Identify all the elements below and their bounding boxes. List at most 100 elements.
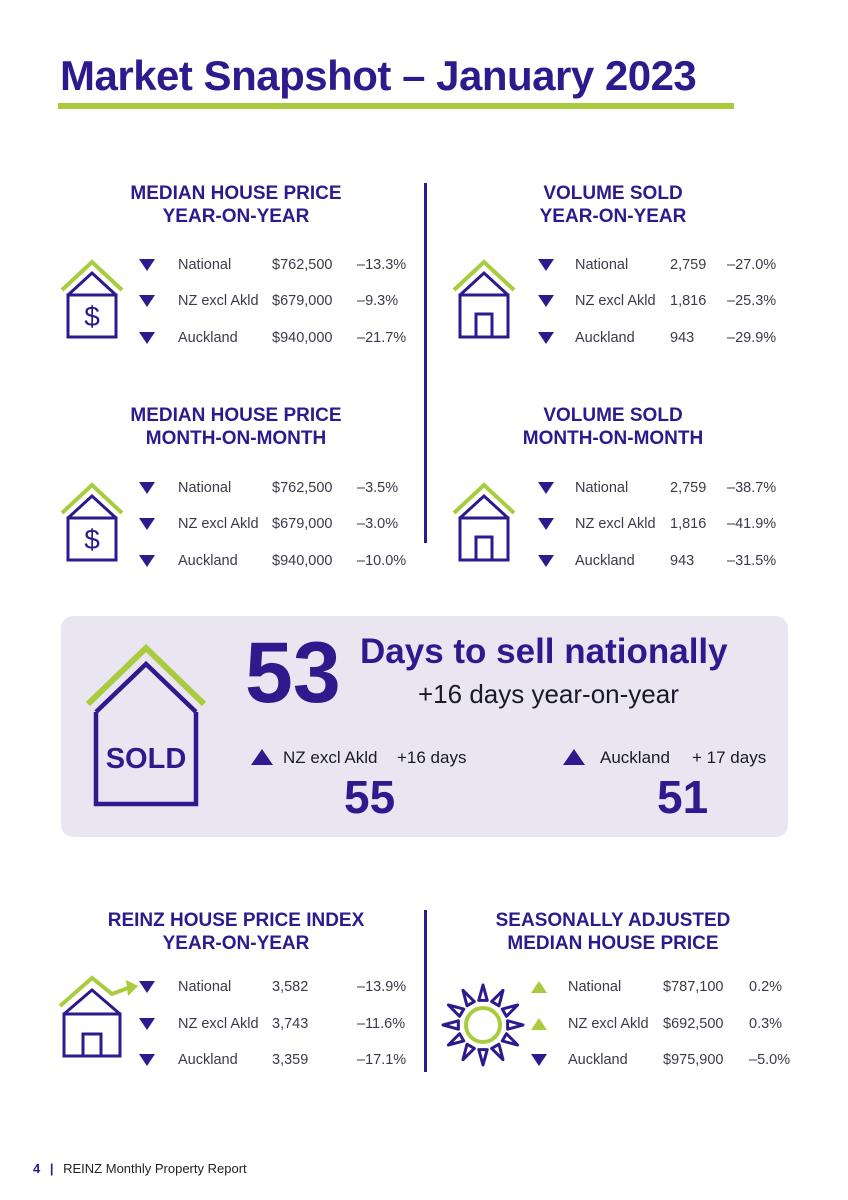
seasonal-row-national: National $787,100 0.2%	[530, 977, 800, 997]
price-yoy-row-nz-excl: NZ excl Akld $679,000 –9.3%	[138, 291, 408, 311]
triangle-up-icon	[563, 749, 585, 765]
days-subline: +16 days year-on-year	[418, 679, 679, 709]
house-sold-icon: SOLD	[85, 643, 207, 807]
hpi-yoy-row-auckland: Auckland 3,359 –17.1%	[138, 1050, 408, 1070]
price-yoy-title-line2: YEAR-ON-YEAR	[162, 206, 310, 227]
svg-text:$: $	[84, 524, 100, 555]
price-value: $679,000	[272, 516, 333, 532]
seasonal-row-nz-excl: NZ excl Akld $692,500 0.3%	[530, 1014, 800, 1034]
seasonal-title: SEASONALLY ADJUSTED MEDIAN HOUSE PRICE	[448, 909, 778, 955]
price-mom-row-nz-excl: NZ excl Akld $679,000 –3.0%	[138, 514, 408, 534]
triangle-down-icon	[139, 332, 155, 344]
sun-ray	[477, 1048, 489, 1067]
sun-ray	[477, 983, 489, 1002]
nz-excl-label: NZ excl Akld	[283, 748, 378, 767]
top-divider	[424, 183, 427, 543]
seasonal-title-line2: MEDIAN HOUSE PRICE	[507, 933, 719, 954]
triangle-down-icon	[139, 518, 155, 530]
volume-mom-title-line1: VOLUME SOLD	[543, 405, 683, 426]
volume-yoy-title-line1: VOLUME SOLD	[543, 183, 683, 204]
volume-mom-title: VOLUME SOLD MONTH-ON-MONTH	[448, 404, 778, 450]
sun-ray	[441, 1019, 460, 1031]
volume-value: 943	[670, 553, 695, 569]
price-value: $940,000	[272, 330, 333, 346]
price-mom-row-national: National $762,500 –3.5%	[138, 478, 408, 498]
sun-ray	[500, 1032, 520, 1047]
sun-ray	[490, 988, 505, 1008]
volume-value: 943	[670, 330, 695, 346]
triangle-down-icon	[139, 295, 155, 307]
volume-value: 1,816	[670, 516, 707, 532]
triangle-down-icon	[139, 1018, 155, 1030]
triangle-down-icon	[139, 555, 155, 567]
volume-value: 2,759	[670, 480, 707, 496]
volume-mom-row-national: National 2,759 –38.7%	[537, 478, 787, 498]
price-yoy-title-line1: MEDIAN HOUSE PRICE	[130, 183, 342, 204]
hpi-yoy-title-line2: YEAR-ON-YEAR	[162, 933, 310, 954]
triangle-down-icon	[531, 1054, 547, 1066]
seasonal-row-auckland: Auckland $975,900 –5.0%	[530, 1050, 800, 1070]
triangle-up-icon	[251, 749, 273, 765]
sun-ray	[446, 1003, 466, 1018]
index-value: 3,743	[272, 1016, 309, 1032]
hpi-yoy-row-national: National 3,582 –13.9%	[138, 977, 408, 997]
house-icon	[452, 482, 516, 562]
page-number: 4	[33, 1161, 41, 1176]
volume-yoy-title: VOLUME SOLD YEAR-ON-YEAR	[448, 182, 778, 228]
price-value: $762,500	[272, 257, 333, 273]
sun-rays	[441, 983, 525, 1067]
change-value: –25.3%	[727, 293, 777, 309]
footer: 4 | REINZ Monthly Property Report	[33, 1161, 247, 1176]
region-label: Auckland	[575, 330, 635, 346]
region-label: NZ excl Akld	[178, 293, 259, 309]
volume-yoy-row-national: National 2,759 –27.0%	[537, 255, 787, 275]
triangle-down-icon	[538, 555, 554, 567]
volume-value: 2,759	[670, 257, 707, 273]
price-value: $679,000	[272, 293, 333, 309]
region-label: NZ excl Akld	[178, 516, 259, 532]
triangle-down-icon	[538, 295, 554, 307]
change-value: –27.0%	[727, 257, 777, 273]
region-label: National	[575, 480, 629, 496]
triangle-down-icon	[139, 1054, 155, 1066]
footer-separator: |	[49, 1161, 54, 1176]
volume-mom-row-auckland: Auckland 943 –31.5%	[537, 551, 787, 571]
price-value: $692,500	[663, 1016, 724, 1032]
region-label: National	[568, 979, 622, 995]
bottom-divider	[424, 910, 427, 1072]
change-value: –31.5%	[727, 553, 777, 569]
hpi-yoy-row-nz-excl: NZ excl Akld 3,743 –11.6%	[138, 1014, 408, 1034]
price-value: $975,900	[663, 1052, 724, 1068]
change-value: –13.3%	[357, 257, 407, 273]
sun-icon	[441, 983, 525, 1067]
region-label: Auckland	[178, 1052, 238, 1068]
change-value: –13.9%	[357, 979, 407, 995]
change-value: 0.3%	[749, 1016, 783, 1032]
auckland-change: + 17 days	[692, 748, 767, 767]
triangle-down-icon	[139, 981, 155, 993]
auckland-label: Auckland	[600, 748, 670, 767]
volume-mom-title-line2: MONTH-ON-MONTH	[522, 428, 704, 449]
price-mom-title: MEDIAN HOUSE PRICE MONTH-ON-MONTH	[71, 404, 401, 450]
price-mom-row-auckland: Auckland $940,000 –10.0%	[138, 551, 408, 571]
change-value: –3.0%	[357, 516, 399, 532]
region-label: NZ excl Akld	[575, 293, 656, 309]
days-to-sell-panel	[61, 616, 788, 837]
price-mom-title-line1: MEDIAN HOUSE PRICE	[130, 405, 342, 426]
price-mom-title-line2: MONTH-ON-MONTH	[145, 428, 327, 449]
triangle-down-icon	[538, 482, 554, 494]
hpi-yoy-title-line1: REINZ HOUSE PRICE INDEX	[107, 910, 365, 931]
sun-ray	[446, 1032, 466, 1047]
auckland-days: 51	[657, 771, 709, 823]
region-label: Auckland	[178, 330, 238, 346]
nz-excl-change: +16 days	[397, 748, 467, 767]
triangle-down-icon	[139, 259, 155, 271]
house-dollar-icon: $	[60, 482, 124, 562]
house-icon	[452, 259, 516, 339]
index-value: 3,359	[272, 1052, 309, 1068]
volume-yoy-title-line2: YEAR-ON-YEAR	[539, 206, 687, 227]
house-growth-icon	[58, 975, 138, 1058]
change-value: –41.9%	[727, 516, 777, 532]
change-value: –17.1%	[357, 1052, 407, 1068]
volume-mom-row-nz-excl: NZ excl Akld 1,816 –41.9%	[537, 514, 787, 534]
